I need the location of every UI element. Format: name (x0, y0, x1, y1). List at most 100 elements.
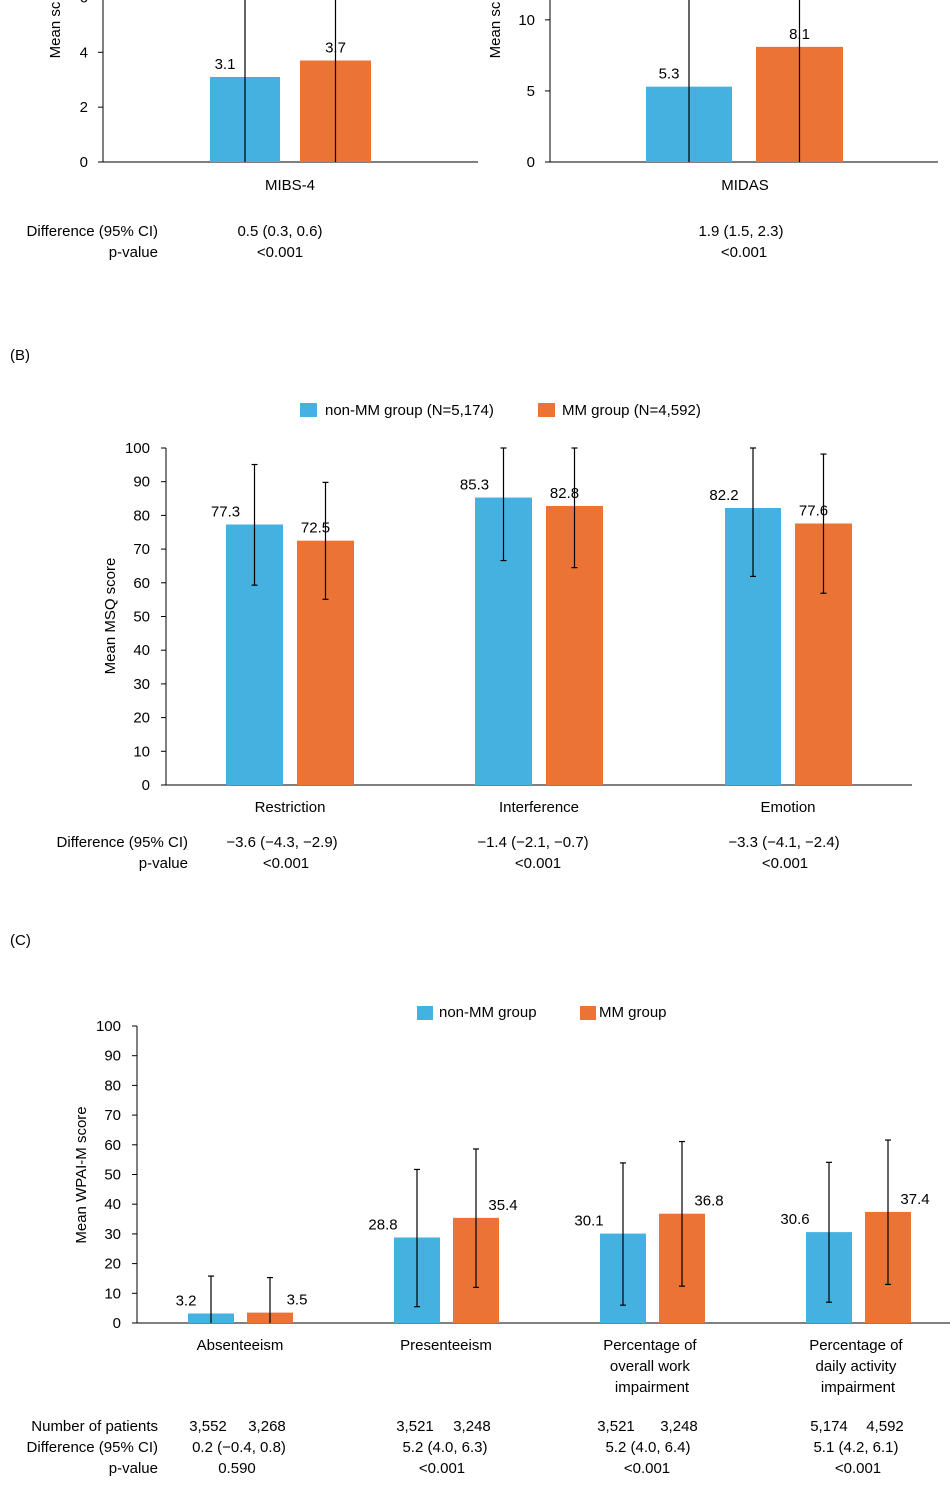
data-label: 77.3 (211, 503, 240, 520)
legend-label-non-mm: non-MM group (N=5,174) (325, 402, 494, 419)
y-tick-label: 10 (104, 1285, 121, 1302)
y-tick-label: 90 (133, 474, 150, 491)
panel-c-patients-overall-non-mm: 3,521 (597, 1418, 635, 1435)
panel-b-difference-interference: −1.4 (−2.1, −0.7) (477, 834, 588, 851)
data-label: 77.6 (799, 502, 828, 519)
legend-label-non-mm-c: non-MM group (439, 1004, 537, 1021)
y-tick-label: 10 (133, 743, 150, 760)
panel-b-legend: non-MM group (N=5,174) MM group (N=4,592… (300, 402, 701, 419)
legend-swatch-non-mm-c (417, 1006, 433, 1020)
y-tick-label: 30 (133, 676, 150, 693)
category-label-restriction: Restriction (255, 799, 326, 816)
legend-swatch-mm (538, 403, 555, 417)
panel-a-stats: Difference (95% CI) p-value 0.5 (0.3, 0.… (27, 223, 784, 261)
data-label: 8.1 (789, 26, 810, 43)
panel-c-pvalue-absenteeism: 0.590 (218, 1460, 256, 1477)
panel-a-right-ylabel: Mean sc (487, 1, 504, 58)
panel-b-pvalue-restriction: <0.001 (263, 855, 309, 872)
data-label: 36.8 (694, 1193, 723, 1210)
panel-c-patients-absenteeism-non-mm: 3,552 (189, 1418, 227, 1435)
panel-a-right-chart: Mean sc MIDAS 0 5 10 5.3 8.1 (487, 0, 938, 194)
panel-b-difference-emotion: −3.3 (−4.1, −2.4) (728, 834, 839, 851)
legend-label-mm-c: MM group (599, 1004, 667, 1021)
data-label: 28.8 (368, 1216, 397, 1233)
y-tick-label: 0 (142, 777, 150, 794)
panel-c-label: (C) (10, 932, 31, 949)
y-tick-label: 2 (80, 99, 88, 116)
panel-a-pvalue-label: p-value (109, 244, 158, 261)
y-tick-label: 0 (527, 154, 535, 171)
data-label: 82.2 (709, 487, 738, 504)
panel-a-difference-midas: 1.9 (1.5, 2.3) (698, 223, 783, 240)
data-label: 37.4 (900, 1191, 929, 1208)
panel-c-pvalue-label: p-value (109, 1460, 158, 1477)
panel-c-difference-label: Difference (95% CI) (27, 1439, 158, 1456)
panel-b-stats: Difference (95% CI) p-value −3.6 (−4.3, … (57, 834, 840, 872)
y-tick-label: 30 (104, 1226, 121, 1243)
panel-a-left-ylabel: Mean sc (47, 1, 64, 58)
data-label: 82.8 (550, 485, 579, 502)
panel-c-difference-absenteeism: 0.2 (−0.4, 0.8) (192, 1439, 286, 1456)
legend-label-mm: MM group (N=4,592) (562, 402, 701, 419)
category-label-overall-work-impairment: Percentage of overall work impairment (603, 1337, 701, 1396)
y-tick-label: 100 (96, 1018, 121, 1035)
panel-b-pvalue-emotion: <0.001 (762, 855, 808, 872)
panel-a-difference-label: Difference (95% CI) (27, 223, 158, 240)
category-label-absenteeism: Absenteeism (197, 1337, 284, 1354)
panel-c-patients-presenteeism-mm: 3,248 (453, 1418, 491, 1435)
category-label-midas: MIDAS (721, 177, 769, 194)
panel-a-left-chart: Mean sc MIBS-4 0 2 4 6 3.1 3.7 (47, 0, 478, 194)
y-tick-label: 10 (518, 12, 535, 29)
y-tick-label: 0 (113, 1315, 121, 1332)
panel-c-chart: Mean WPAI-M score Absenteeism Presenteei… (73, 1018, 950, 1396)
panel-c-patients-absenteeism-mm: 3,268 (248, 1418, 286, 1435)
panel-c-ylabel: Mean WPAI-M score (73, 1106, 90, 1243)
data-label: 85.3 (460, 477, 489, 494)
category-label-interference: Interference (499, 799, 579, 816)
y-tick-label: 60 (133, 575, 150, 592)
panel-c-pvalue-overall: <0.001 (624, 1460, 670, 1477)
panel-c-difference-presenteeism: 5.2 (4.0, 6.3) (402, 1439, 487, 1456)
panel-a-pvalue-midas: <0.001 (721, 244, 767, 261)
panel-c-stats: Number of patients Difference (95% CI) p… (27, 1418, 904, 1477)
panel-a-pvalue-mibs4: <0.001 (257, 244, 303, 261)
y-tick-label: 50 (133, 609, 150, 626)
legend-swatch-mm-c (580, 1006, 596, 1020)
y-tick-label: 80 (133, 507, 150, 524)
panel-c-patients-daily-non-mm: 5,174 (810, 1418, 848, 1435)
y-tick-label: 0 (80, 154, 88, 171)
category-label-daily-activity-impairment: Percentage of daily activity impairment (809, 1337, 907, 1396)
y-tick-label: 6 (80, 0, 88, 6)
y-tick-label: 70 (104, 1107, 121, 1124)
panel-c-difference-daily: 5.1 (4.2, 6.1) (813, 1439, 898, 1456)
data-label: 3.2 (176, 1292, 197, 1309)
y-tick-label: 80 (104, 1077, 121, 1094)
panel-a-difference-mibs4: 0.5 (0.3, 0.6) (237, 223, 322, 240)
y-tick-label: 4 (80, 44, 88, 61)
panel-c-pvalue-daily: <0.001 (835, 1460, 881, 1477)
panel-c-patients-presenteeism-non-mm: 3,521 (396, 1418, 434, 1435)
panel-c-patients-label: Number of patients (31, 1418, 158, 1435)
panel-c-patients-daily-mm: 4,592 (866, 1418, 904, 1435)
data-label: 3.1 (215, 56, 236, 73)
y-tick-label: 90 (104, 1048, 121, 1065)
legend-swatch-non-mm (300, 403, 317, 417)
y-tick-label: 70 (133, 541, 150, 558)
data-label: 3.7 (325, 40, 346, 57)
panel-c-pvalue-presenteeism: <0.001 (419, 1460, 465, 1477)
data-label: 72.5 (301, 520, 330, 537)
panel-b-pvalue-interference: <0.001 (515, 855, 561, 872)
y-tick-label: 20 (133, 710, 150, 727)
panel-b-chart: Mean MSQ score Restriction Interference … (102, 440, 912, 816)
y-tick-label: 40 (104, 1196, 121, 1213)
panel-b-difference-restriction: −3.6 (−4.3, −2.9) (226, 834, 337, 851)
data-label: 3.5 (287, 1292, 308, 1309)
panel-b-label: (B) (10, 347, 30, 364)
y-tick-label: 20 (104, 1256, 121, 1273)
y-tick-label: 5 (527, 83, 535, 100)
panel-c-difference-overall: 5.2 (4.0, 6.4) (605, 1439, 690, 1456)
data-label: 30.6 (780, 1211, 809, 1228)
y-tick-label: 100 (125, 440, 150, 457)
panel-b-pvalue-label: p-value (139, 855, 188, 872)
